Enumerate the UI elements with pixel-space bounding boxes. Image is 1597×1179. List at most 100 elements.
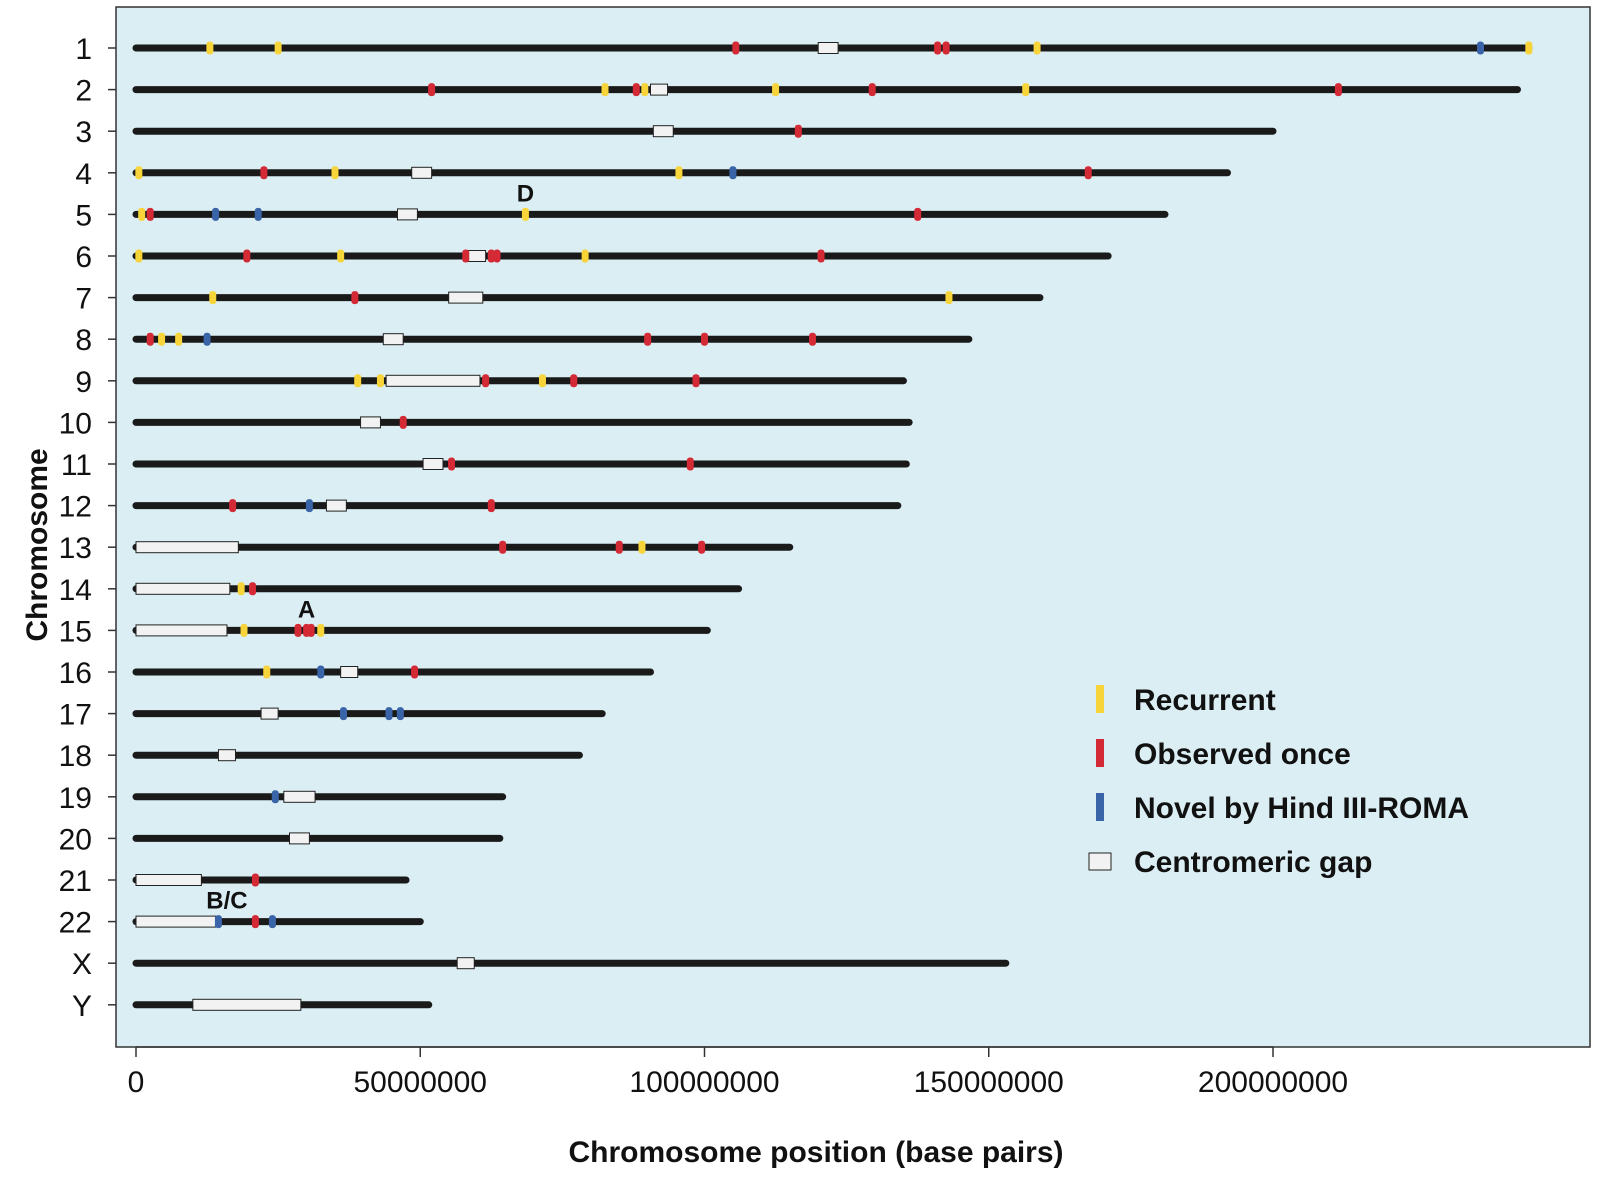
centromeric-gap-2 — [649, 83, 669, 96]
cnv-mark — [354, 374, 362, 388]
y-tick-label: 7 — [75, 283, 92, 316]
y-tick-label: 8 — [75, 324, 92, 357]
chromosome-row-8 — [132, 332, 973, 346]
cnv-mark — [428, 83, 436, 97]
y-tick-label: 5 — [75, 199, 92, 232]
cnv-mark — [675, 166, 683, 180]
centromeric-gap-22 — [135, 915, 217, 928]
cnv-mark — [240, 623, 248, 637]
annotation-label: D — [517, 180, 534, 207]
cnv-mark — [146, 332, 154, 346]
cnv-mark — [601, 83, 609, 97]
cnv-mark — [521, 207, 529, 221]
cnv-mark — [487, 499, 495, 513]
cnv-mark — [615, 540, 623, 554]
centromeric-gap-11 — [422, 458, 444, 470]
centromeric-gap-Y — [192, 998, 302, 1011]
chromosome-row-2 — [132, 83, 1521, 97]
chromosome-row-22 — [132, 915, 424, 929]
chromosome-row-17 — [132, 707, 606, 721]
cnv-mark — [203, 332, 211, 346]
cnv-mark — [229, 499, 237, 513]
cnv-mark — [1022, 83, 1030, 97]
chromosome-row-10 — [132, 415, 913, 429]
centromeric-gap-8 — [382, 333, 404, 346]
cnv-mark — [934, 41, 942, 55]
chromosome-row-14 — [132, 582, 743, 596]
cnv-mark — [581, 249, 589, 263]
centromeric-gap-1 — [817, 42, 839, 54]
y-tick-label: 14 — [59, 574, 92, 607]
cnv-mark — [307, 623, 315, 637]
x-tick-label: 0 — [128, 1066, 145, 1099]
cnv-mark — [1033, 41, 1041, 55]
cnv-mark — [698, 540, 706, 554]
legend: Recurrent Observed once Novel by Hind III-… — [1088, 684, 1469, 879]
cnv-mark — [254, 207, 262, 221]
cnv-mark — [249, 582, 257, 596]
cnv-mark — [206, 41, 214, 55]
y-tick-label: 18 — [59, 740, 92, 773]
cnv-mark — [138, 207, 146, 221]
y-tick-label: 15 — [59, 615, 92, 648]
chromosome-row-9 — [132, 374, 907, 388]
centromeric-gap-7 — [448, 291, 484, 304]
chromosome-row-1 — [132, 41, 1533, 55]
cnv-mark — [945, 291, 953, 305]
y-tick-label: 2 — [75, 75, 92, 108]
cnv-mark — [237, 582, 245, 596]
y-tick-label: 20 — [59, 823, 92, 856]
cnv-mark — [305, 499, 313, 513]
centromeric-gap-13 — [135, 541, 239, 554]
cnv-mark — [1084, 166, 1092, 180]
legend-label: Recurrent — [1134, 684, 1276, 717]
cnv-mark — [209, 291, 217, 305]
cnv-mark — [251, 873, 259, 887]
cnv-mark — [376, 374, 384, 388]
cnv-mark — [351, 291, 359, 305]
legend-swatch — [1096, 739, 1104, 767]
centromeric-gap-3 — [652, 125, 674, 138]
annotations: D A B/C — [206, 180, 534, 914]
cnv-mark — [243, 249, 251, 263]
centromeric-gap-X — [456, 957, 475, 970]
cnv-mark — [686, 457, 694, 471]
cnv-mark — [794, 124, 802, 138]
y-tick-label: X — [72, 948, 92, 981]
legend-entry: Novel by Hind III-ROMA — [1096, 792, 1469, 825]
cnv-mark — [868, 83, 876, 97]
y-tick-label: 11 — [61, 449, 92, 482]
y-tick-label: 22 — [59, 907, 92, 940]
cnv-mark — [732, 41, 740, 55]
annotation-label: B/C — [206, 888, 247, 915]
cnv-mark — [817, 249, 825, 263]
cnv-mark — [809, 332, 817, 346]
chromosome-row-4 — [132, 166, 1232, 180]
centromeric-gap-10 — [360, 416, 381, 429]
chromosome-row-5 — [132, 207, 1169, 221]
cnv-mark — [251, 915, 259, 929]
legend-entry: Observed once — [1096, 738, 1351, 771]
y-axis-title: Chromosome — [21, 448, 54, 641]
legend-label: Novel by Hind III-ROMA — [1134, 792, 1469, 825]
chromosome-row-15 — [132, 623, 711, 637]
cnv-mark — [1334, 83, 1342, 97]
centromeric-gap-14 — [135, 582, 231, 595]
legend-swatch — [1088, 852, 1112, 871]
plot-area — [115, 6, 1591, 1048]
centromeric-gap-16 — [340, 666, 359, 678]
cnv-mark — [644, 332, 652, 346]
cnv-mark — [399, 415, 407, 429]
centromeric-gap-21 — [135, 874, 202, 886]
cnv-mark — [135, 166, 143, 180]
legend-label: Observed once — [1134, 738, 1351, 771]
cnv-mark — [271, 790, 279, 804]
x-axis: 0 50000000 100000000 150000000 200000000 — [128, 1046, 1348, 1099]
y-tick-label: 12 — [59, 491, 92, 524]
cnv-mark — [294, 623, 302, 637]
cnv-mark — [448, 457, 456, 471]
centromeric-gap-5 — [397, 208, 418, 221]
cnv-mark — [772, 83, 780, 97]
chromosome-row-19 — [132, 790, 507, 804]
